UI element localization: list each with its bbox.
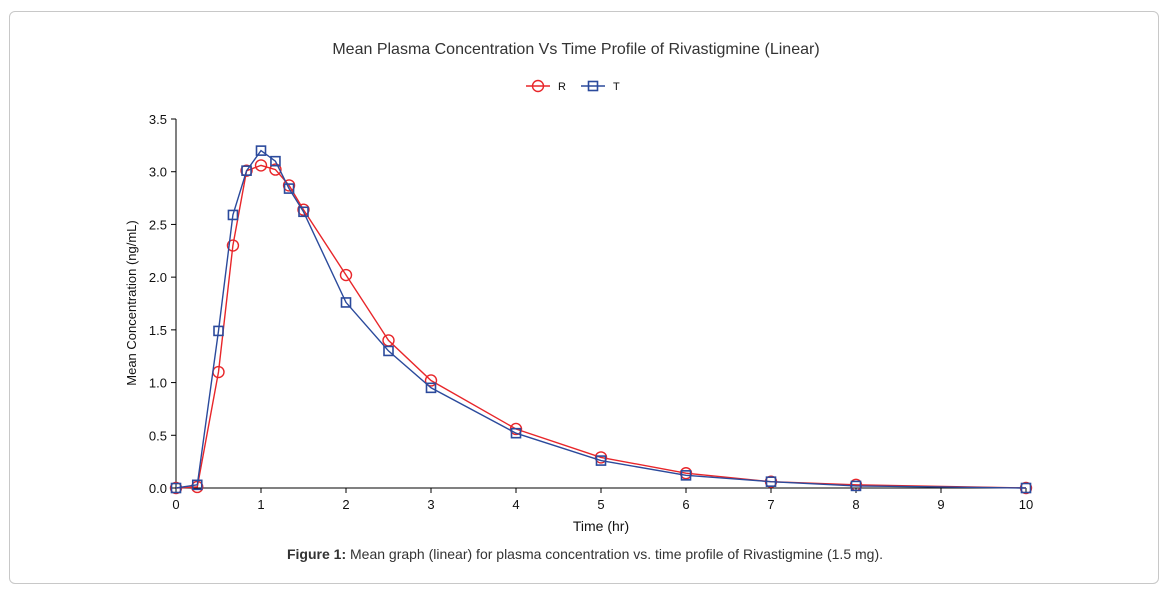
figure-caption: Figure 1: Mean graph (linear) for plasma… (0, 546, 1170, 562)
y-tick-label: 2.5 (149, 217, 167, 232)
series-t-point (680, 470, 692, 481)
series-t-point (383, 345, 394, 357)
series-t-point (270, 155, 281, 167)
legend-item-t: T (581, 80, 620, 93)
y-tick-label: 3.0 (149, 165, 167, 180)
x-tick-label: 0 (172, 497, 179, 512)
series-t-point (213, 325, 224, 337)
x-tick-label: 1 (257, 497, 264, 512)
x-tick-label: 8 (852, 497, 859, 512)
series-t-point (255, 145, 267, 156)
y-tick-label: 0.0 (149, 481, 167, 496)
legend-label: R (558, 81, 566, 93)
series-r-point (269, 163, 282, 176)
series-r-point (169, 481, 183, 495)
series-t (170, 145, 1032, 494)
series-t-point (765, 476, 777, 487)
series-t-point (283, 183, 295, 194)
series-t-line (175, 149, 1027, 489)
series-r-point (339, 268, 353, 282)
axes: 0 1 2 3 4 5 6 7 8 9 10 0.0 0.5 1.0 1.5 2.0 2.5 3.0 3.5 (149, 112, 1033, 512)
caption-text: Mean graph (linear) for plasma concentra… (346, 546, 883, 562)
series-r-line (175, 164, 1027, 489)
series-t-point (595, 455, 607, 466)
series-r-point (531, 79, 545, 93)
series-t-point (170, 482, 182, 494)
y-tick-label: 1.0 (149, 376, 167, 391)
x-axis-label: Time (hr) (573, 518, 629, 534)
x-tick-label: 9 (937, 497, 944, 512)
series-r-point (297, 203, 310, 216)
series-layer (169, 145, 1033, 495)
series-t-point (587, 80, 599, 92)
series-r-point (509, 422, 523, 436)
y-tick-label: 2.0 (149, 270, 167, 285)
series-t-point (298, 206, 309, 218)
series-r-point (594, 451, 608, 464)
caption-label: Figure 1: (286, 546, 347, 562)
series-t-point (1020, 482, 1032, 494)
series-r-point (679, 467, 693, 480)
series-t-point (241, 165, 252, 176)
x-tick-label: 7 (767, 497, 774, 512)
y-tick-label: 1.5 (149, 323, 167, 338)
y-axis-label: Mean Concentration (ng/mL) (124, 220, 139, 385)
series-t-point (227, 209, 239, 221)
series-r (169, 159, 1033, 495)
series-t-point (191, 479, 203, 491)
series-t-point (510, 427, 522, 439)
series-r-point (254, 159, 268, 172)
series-t-point (425, 382, 437, 394)
series-t-point (340, 297, 352, 308)
series-r-point (282, 179, 296, 192)
y-tick-label: 0.5 (149, 428, 167, 443)
legend-item-r: R (526, 79, 566, 93)
y-tick-label: 3.5 (149, 112, 167, 127)
chart-title: Mean Plasma Concentration Vs Time Profil… (332, 41, 819, 58)
series-r-point (240, 164, 253, 177)
x-tick-label: 4 (512, 497, 519, 512)
x-tick-label: 5 (597, 497, 604, 512)
legend-label: T (613, 81, 620, 93)
x-tick-label: 6 (682, 497, 689, 512)
series-r-point (424, 374, 438, 387)
series-t-point (850, 480, 862, 492)
x-tick-label: 2 (342, 497, 349, 512)
series-r-point (226, 239, 240, 252)
x-tick-label: 10 (1019, 497, 1033, 512)
x-tick-label: 3 (427, 497, 434, 512)
